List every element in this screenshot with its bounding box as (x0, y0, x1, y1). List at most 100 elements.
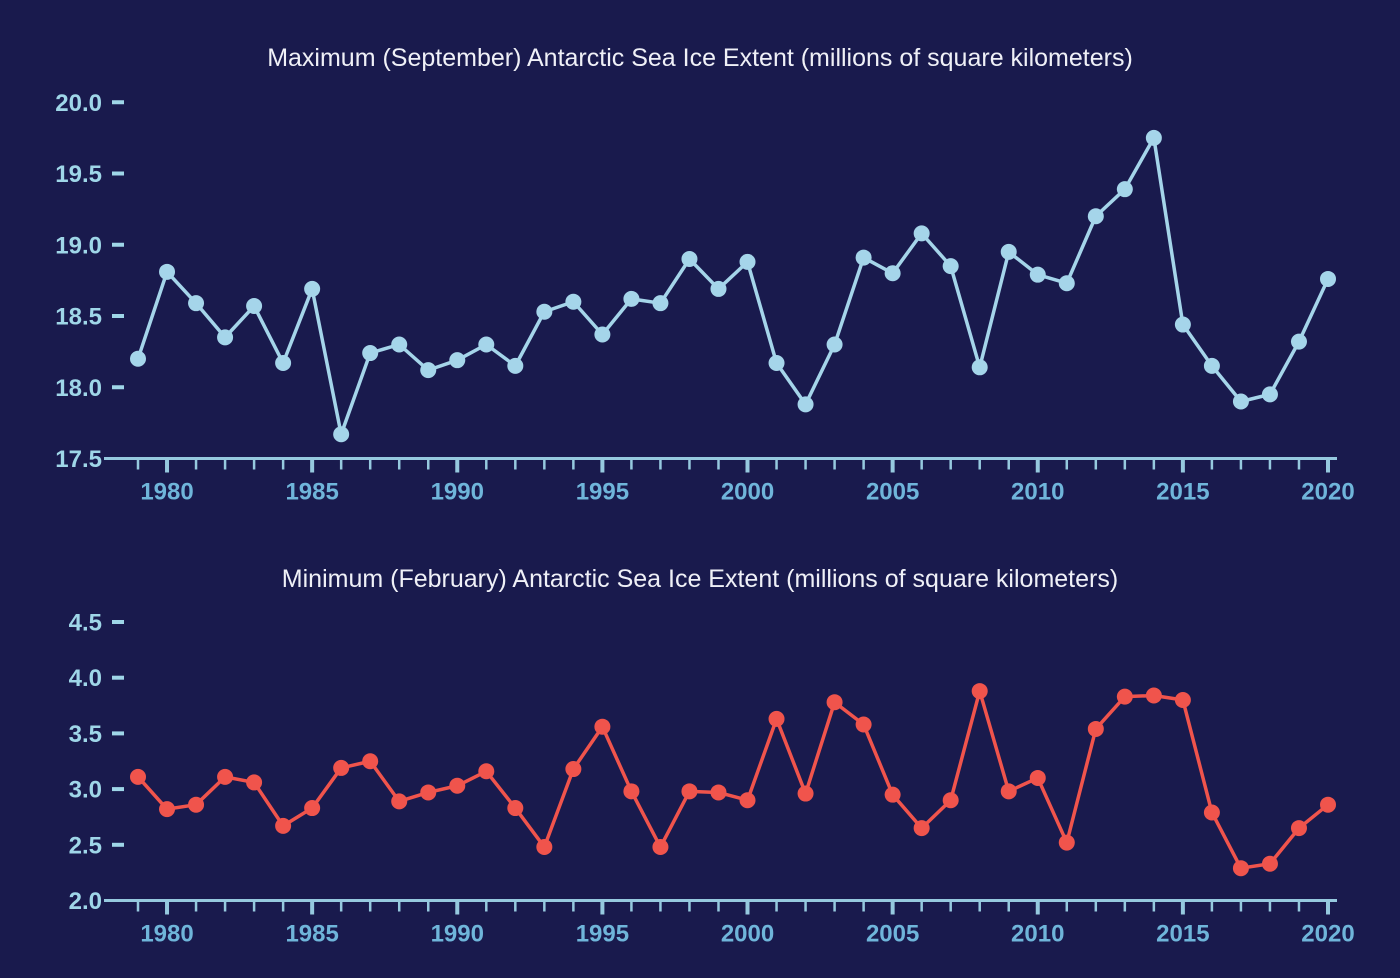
data-point (913, 225, 930, 242)
data-point (739, 253, 756, 270)
data-point (304, 800, 321, 817)
x-tick-label: 1995 (576, 479, 629, 506)
data-point (623, 290, 640, 307)
data-point (681, 251, 698, 267)
data-point (1145, 687, 1162, 704)
data-point (652, 839, 669, 856)
data-point (362, 345, 379, 362)
x-tick-label: 1985 (285, 479, 338, 506)
data-point (1029, 266, 1046, 283)
data-point (1174, 316, 1191, 333)
data-point (1087, 720, 1104, 737)
data-point (391, 793, 408, 810)
y-tick-label: 17.5 (55, 446, 102, 473)
y-tick-label: 19.5 (55, 161, 102, 188)
data-point (536, 303, 553, 320)
data-line (136, 136, 1330, 437)
x-tick-label: 2000 (721, 479, 774, 506)
data-point (710, 280, 727, 297)
data-point (1290, 820, 1307, 837)
max-september-chart: Maximum (September) Antarctic Sea Ice Ex… (55, 44, 1354, 506)
y-tick-label: 2.0 (69, 888, 102, 915)
x-tick-label: 1985 (285, 921, 338, 948)
data-point (188, 796, 205, 813)
data-point (1203, 357, 1220, 374)
data-point (1000, 243, 1017, 260)
data-point (507, 357, 524, 374)
data-point (1320, 796, 1337, 813)
y-tick-label: 3.0 (69, 777, 102, 804)
data-point (826, 336, 843, 353)
x-tick-label: 1980 (140, 479, 193, 506)
y-tick-label: 4.5 (69, 610, 102, 637)
data-point (565, 293, 582, 310)
data-point (826, 694, 843, 711)
data-point (797, 785, 814, 802)
data-point (884, 786, 901, 803)
data-point (217, 768, 234, 785)
x-tick-label: 2010 (1011, 921, 1064, 948)
data-point (507, 800, 524, 817)
data-point (797, 396, 814, 413)
data-point (913, 820, 930, 837)
y-tick-label: 18.5 (55, 304, 102, 331)
data-point (1058, 275, 1075, 292)
data-point (391, 336, 408, 353)
data-point (710, 784, 727, 801)
data-point (420, 362, 437, 379)
data-point (1232, 860, 1249, 877)
x-tick-label: 1990 (431, 479, 484, 506)
x-tick-label: 2000 (721, 921, 774, 948)
data-point (420, 784, 437, 801)
data-point (594, 326, 611, 343)
data-point (275, 817, 292, 834)
x-tick-label: 1995 (576, 921, 629, 948)
data-point (1261, 386, 1278, 403)
data-point (942, 792, 959, 809)
data-point (652, 295, 669, 312)
data-point (1116, 181, 1133, 198)
data-point (478, 763, 495, 780)
data-point (623, 783, 640, 800)
data-point (594, 718, 611, 735)
data-point (159, 263, 176, 280)
x-tick-label: 1990 (431, 921, 484, 948)
data-point (275, 355, 292, 372)
y-tick-label: 20.0 (55, 90, 102, 117)
data-point (1232, 393, 1249, 410)
data-point (1116, 688, 1133, 705)
data-point (449, 352, 466, 369)
data-point (1000, 783, 1017, 800)
data-point (1029, 769, 1046, 786)
data-point (159, 801, 176, 818)
max-chart-title: Maximum (September) Antarctic Sea Ice Ex… (267, 44, 1133, 72)
data-point (1174, 691, 1191, 708)
x-tick-label: 2005 (866, 921, 919, 948)
data-point (768, 710, 785, 727)
x-tick-label: 2010 (1011, 479, 1064, 506)
x-tick-label: 2015 (1156, 479, 1209, 506)
x-tick-label: 1980 (140, 921, 193, 948)
data-point (246, 298, 263, 315)
data-point (768, 355, 785, 372)
y-tick-label: 19.0 (55, 232, 102, 259)
y-tick-label: 18.0 (55, 375, 102, 402)
data-point (1058, 834, 1075, 851)
data-point (333, 426, 350, 443)
data-point (942, 258, 959, 275)
data-point (1320, 270, 1337, 287)
data-point (130, 350, 146, 367)
data-point (1087, 208, 1104, 225)
data-point (246, 774, 263, 791)
x-tick-label: 2020 (1301, 479, 1354, 506)
data-point (971, 359, 988, 376)
data-point (536, 839, 553, 856)
data-point (565, 761, 582, 778)
data-point (971, 683, 988, 700)
data-point (739, 792, 756, 809)
y-tick-label: 4.0 (69, 665, 102, 692)
data-point (130, 768, 146, 785)
x-tick-label: 2020 (1301, 921, 1354, 948)
